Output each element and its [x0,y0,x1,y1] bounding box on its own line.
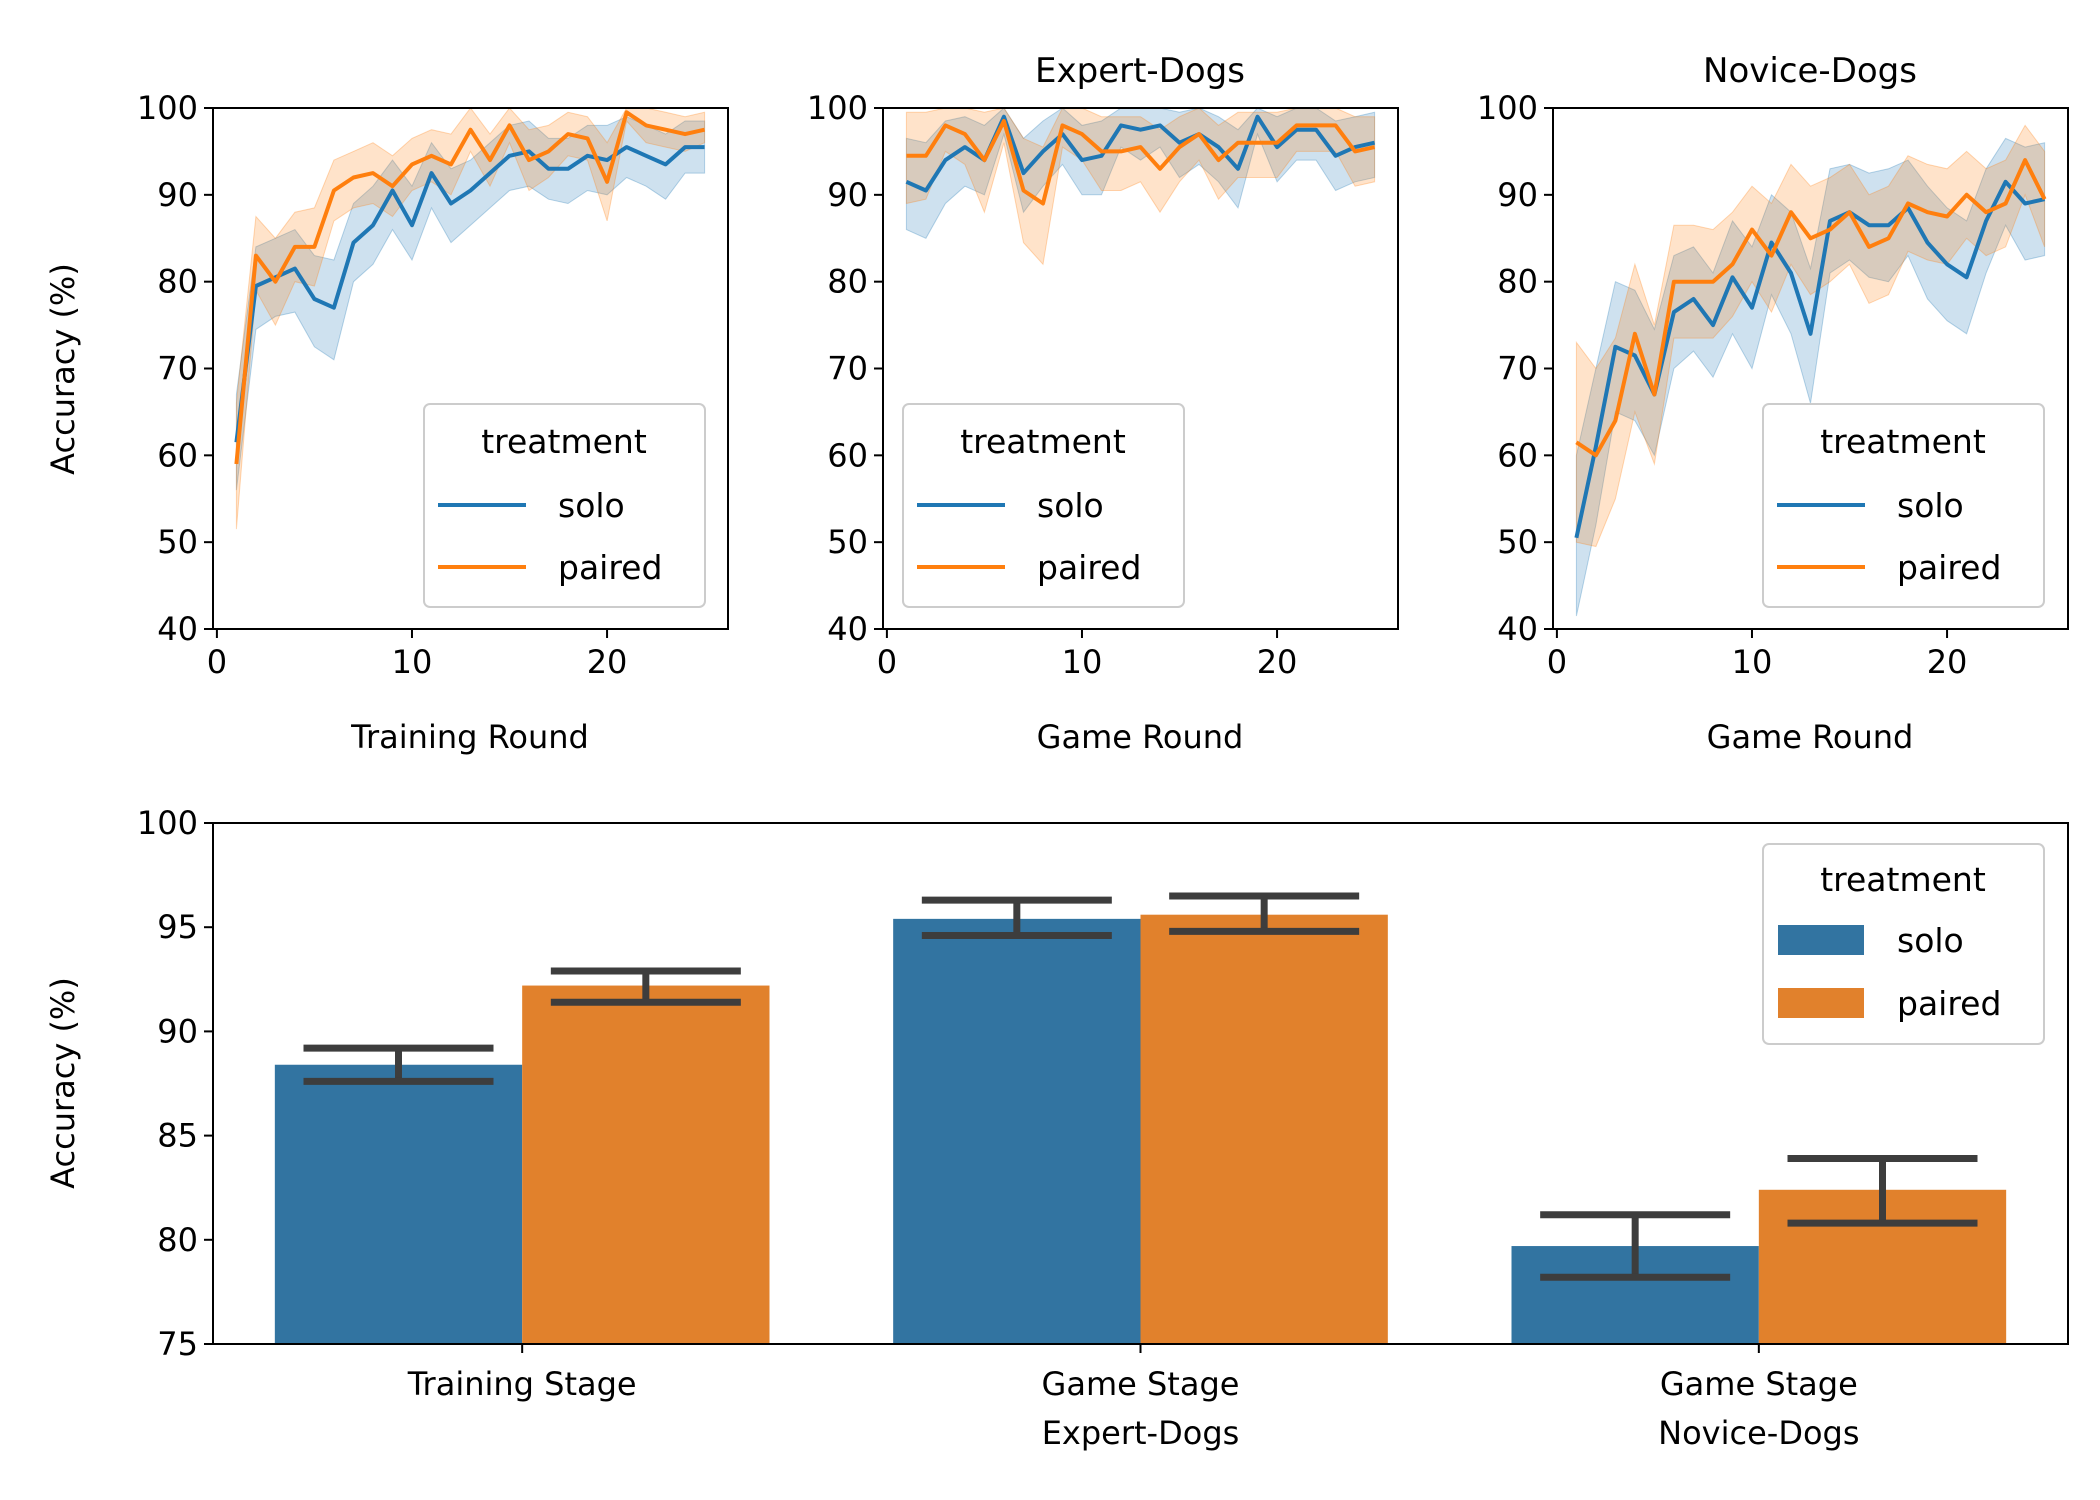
legend-swatch-paired [1778,988,1864,1018]
y-tick-label: 85 [157,1117,198,1155]
x-tick-label: 10 [392,643,433,681]
bar-solo [274,1064,523,1344]
series-line-paired [1575,158,2047,458]
bar-paired [522,985,770,1344]
y-tick-label: 80 [157,263,198,301]
ci-band-solo [1575,137,2046,617]
y-tick-label: 50 [827,523,868,561]
y-tick-label: 95 [157,908,198,946]
x-tick-label: 0 [207,643,227,681]
y-axis-label: Accuracy (%) [44,263,82,475]
ci-band-solo [235,116,706,491]
panel-title: Novice-Dogs [1703,51,1917,91]
legend: treatment solo paired [902,403,1185,608]
legend-label-paired: paired [1897,984,2001,1023]
series-line-paired [906,119,1376,206]
y-tick-label: 60 [1497,436,1538,474]
y-tick-label: 40 [1497,610,1538,648]
bar-paired [1140,914,1388,1344]
x-axis-label: Game Round [1707,718,1914,756]
legend: treatment solo paired [423,403,706,608]
y-tick-label: 80 [827,263,868,301]
legend-label-solo: solo [1897,921,1964,960]
category-label: Novice-Dogs [1658,1414,1859,1452]
x-axis-label: Training Round [350,718,589,756]
legend-label-solo: solo [1897,486,1964,525]
y-tick-label: 60 [827,436,868,474]
y-tick-label: 70 [827,350,868,388]
stage-bar-panel: Training Stage Game Stage Expert-Dogs Game … [44,804,2069,1452]
ci-band-paired [1575,124,2046,548]
y-tick-label: 60 [157,436,198,474]
training-line-panel: 0 10 20 40 50 60 70 80 90 100 Training Round Acc… [44,89,729,756]
legend-label-solo: solo [1037,486,1104,525]
y-tick-label: 40 [157,610,198,648]
x-tick-label: 20 [1927,643,1968,681]
legend-box [902,403,1185,608]
y-tick-label: 90 [827,176,868,214]
legend-label-paired: paired [558,548,662,587]
legend: treatment solo paired [1762,843,2045,1045]
legend-box [423,403,706,608]
novice-dogs-line-panel: Novice-Dogs 0 10 20 40 50 60 70 80 90 100 Game R… [1477,51,2069,756]
category-label: Game Stage [1660,1365,1858,1403]
y-tick-label: 80 [157,1221,198,1259]
y-tick-label: 50 [1497,523,1538,561]
x-tick-label: 0 [877,643,897,681]
y-axis-label: Accuracy (%) [44,977,82,1189]
y-tick-label: 100 [137,804,198,842]
ci-band-paired [235,107,706,530]
series-line-solo [234,145,705,443]
x-tick-label: 20 [1257,643,1298,681]
y-tick-label: 90 [157,176,198,214]
y-tick-label: 70 [1497,350,1538,388]
legend-title: treatment [1820,422,1986,461]
legend-swatch-solo [1778,925,1864,955]
bar-solo [893,918,1141,1344]
legend-label-paired: paired [1897,548,2001,587]
y-tick-label: 50 [157,523,198,561]
panel-title: Expert-Dogs [1035,51,1245,91]
series-line-paired [234,110,706,465]
x-tick-label: 10 [1062,643,1103,681]
category-label: Training Stage [407,1365,637,1403]
y-tick-label: 75 [157,1325,198,1363]
y-tick-label: 100 [1477,89,1538,127]
y-tick-label: 70 [157,350,198,388]
y-tick-label: 90 [157,1012,198,1050]
x-tick-label: 20 [587,643,628,681]
x-axis-label: Game Round [1037,718,1244,756]
x-tick-label: 10 [1732,643,1773,681]
category-label: Expert-Dogs [1042,1414,1240,1452]
legend-label-paired: paired [1037,548,1141,587]
legend-title: treatment [960,422,1126,461]
legend: treatment solo paired [1762,403,2045,608]
expert-dogs-line-panel: Expert-Dogs 0 10 20 40 50 60 70 80 90 100 Game R… [807,51,1399,756]
legend-title: treatment [1820,860,1986,899]
legend-label-solo: solo [558,486,625,525]
category-label: Game Stage [1042,1365,1240,1403]
y-tick-label: 80 [1497,263,1538,301]
y-tick-label: 100 [137,89,198,127]
x-tick-label: 0 [1547,643,1567,681]
legend-box [1762,403,2045,608]
legend-title: treatment [481,422,647,461]
y-tick-label: 90 [1497,176,1538,214]
y-tick-label: 40 [827,610,868,648]
y-tick-label: 100 [807,89,868,127]
